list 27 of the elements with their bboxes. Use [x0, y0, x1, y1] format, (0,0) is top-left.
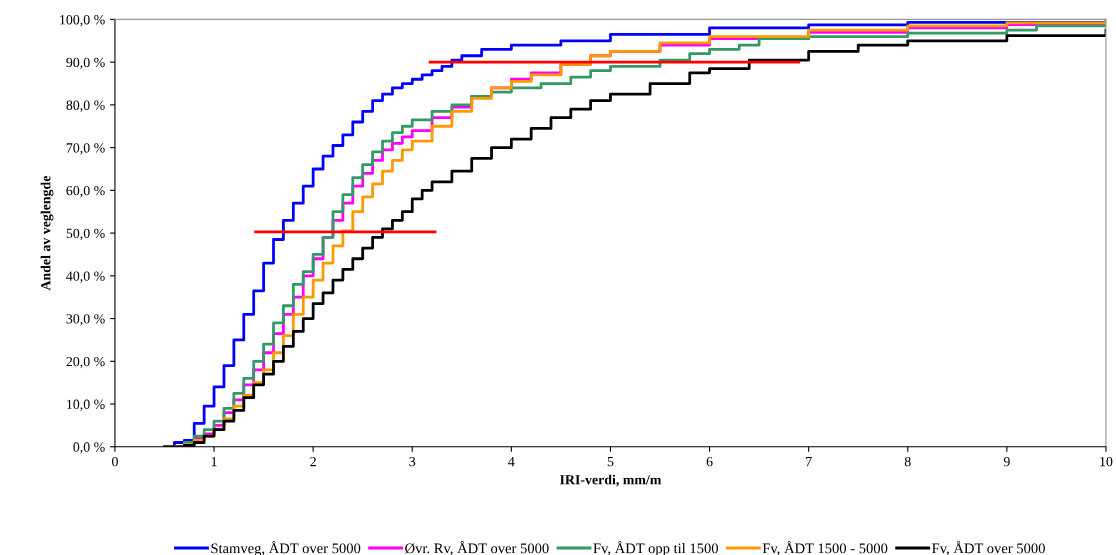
- x-tick-label: 5: [607, 457, 614, 467]
- y-tick-label: 40,0 %: [66, 271, 105, 283]
- y-tick-label: 50,0 %: [66, 228, 105, 241]
- x-tick-label: 1: [211, 456, 217, 467]
- y-axis-title: Andel av veglengde: [40, 175, 54, 291]
- x-tick-label: 10: [1100, 456, 1113, 467]
- y-tick-label: 80,0 %: [66, 100, 105, 112]
- x-tick-label: 7: [806, 457, 812, 467]
- x-tick-label: 3: [409, 456, 416, 467]
- y-tick-label: 20,0 %: [66, 356, 105, 369]
- legend-label: Øvr. Rv, ÅDT over 5000: [405, 541, 549, 555]
- y-tick-label: 30,0 %: [66, 314, 105, 326]
- y-tick-label: 70,0 %: [66, 143, 105, 155]
- x-tick-label: 2: [310, 456, 316, 467]
- x-tick-label: 8: [904, 456, 911, 467]
- y-tick-label: 10,0 %: [67, 399, 105, 411]
- x-axis-title: IRI-verdi, mm/m: [560, 474, 662, 487]
- legend-label: Fv, ÅDT 1500 - 5000: [762, 541, 888, 555]
- x-tick-label: 9: [1003, 456, 1010, 467]
- x-tick-label: 6: [706, 456, 713, 467]
- x-tick-label: 0: [112, 456, 118, 467]
- legend-label: Fv, ÅDT over 5000: [932, 541, 1045, 555]
- y-tick-label: 100,0 %: [60, 15, 105, 27]
- y-tick-label: 0,0 %: [73, 442, 105, 454]
- x-tick-label: 4: [508, 456, 515, 467]
- y-tick-label: 60,0 %: [66, 185, 105, 198]
- y-tick-label: 90,0 %: [66, 57, 105, 70]
